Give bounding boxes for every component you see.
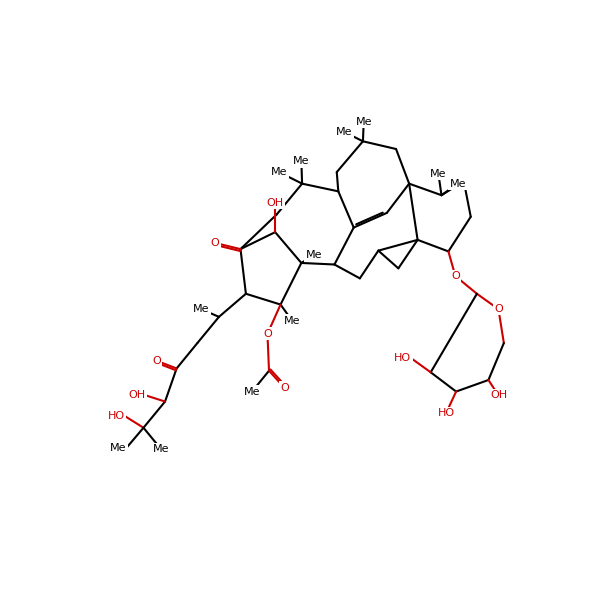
Text: Me: Me xyxy=(305,250,322,260)
Text: OH: OH xyxy=(128,391,146,400)
Text: Me: Me xyxy=(110,443,127,453)
Text: Me: Me xyxy=(355,117,372,127)
Text: HO: HO xyxy=(108,411,125,421)
Text: OH: OH xyxy=(490,391,507,400)
Text: Me: Me xyxy=(449,179,466,188)
Text: O: O xyxy=(152,356,161,366)
Text: Me: Me xyxy=(271,167,287,177)
Text: O: O xyxy=(451,271,460,281)
Text: Me: Me xyxy=(284,316,301,326)
Text: O: O xyxy=(494,304,503,314)
Text: HO: HO xyxy=(437,408,455,418)
Text: Me: Me xyxy=(430,169,446,179)
Text: Me: Me xyxy=(244,386,260,397)
Text: O: O xyxy=(280,383,289,392)
Text: O: O xyxy=(263,329,272,339)
Text: Me: Me xyxy=(336,127,353,137)
Text: Me: Me xyxy=(153,444,169,454)
Text: OH: OH xyxy=(266,198,284,208)
Text: O: O xyxy=(211,238,220,248)
Text: HO: HO xyxy=(394,353,412,364)
Text: Me: Me xyxy=(293,157,310,166)
Text: Me: Me xyxy=(193,304,209,314)
